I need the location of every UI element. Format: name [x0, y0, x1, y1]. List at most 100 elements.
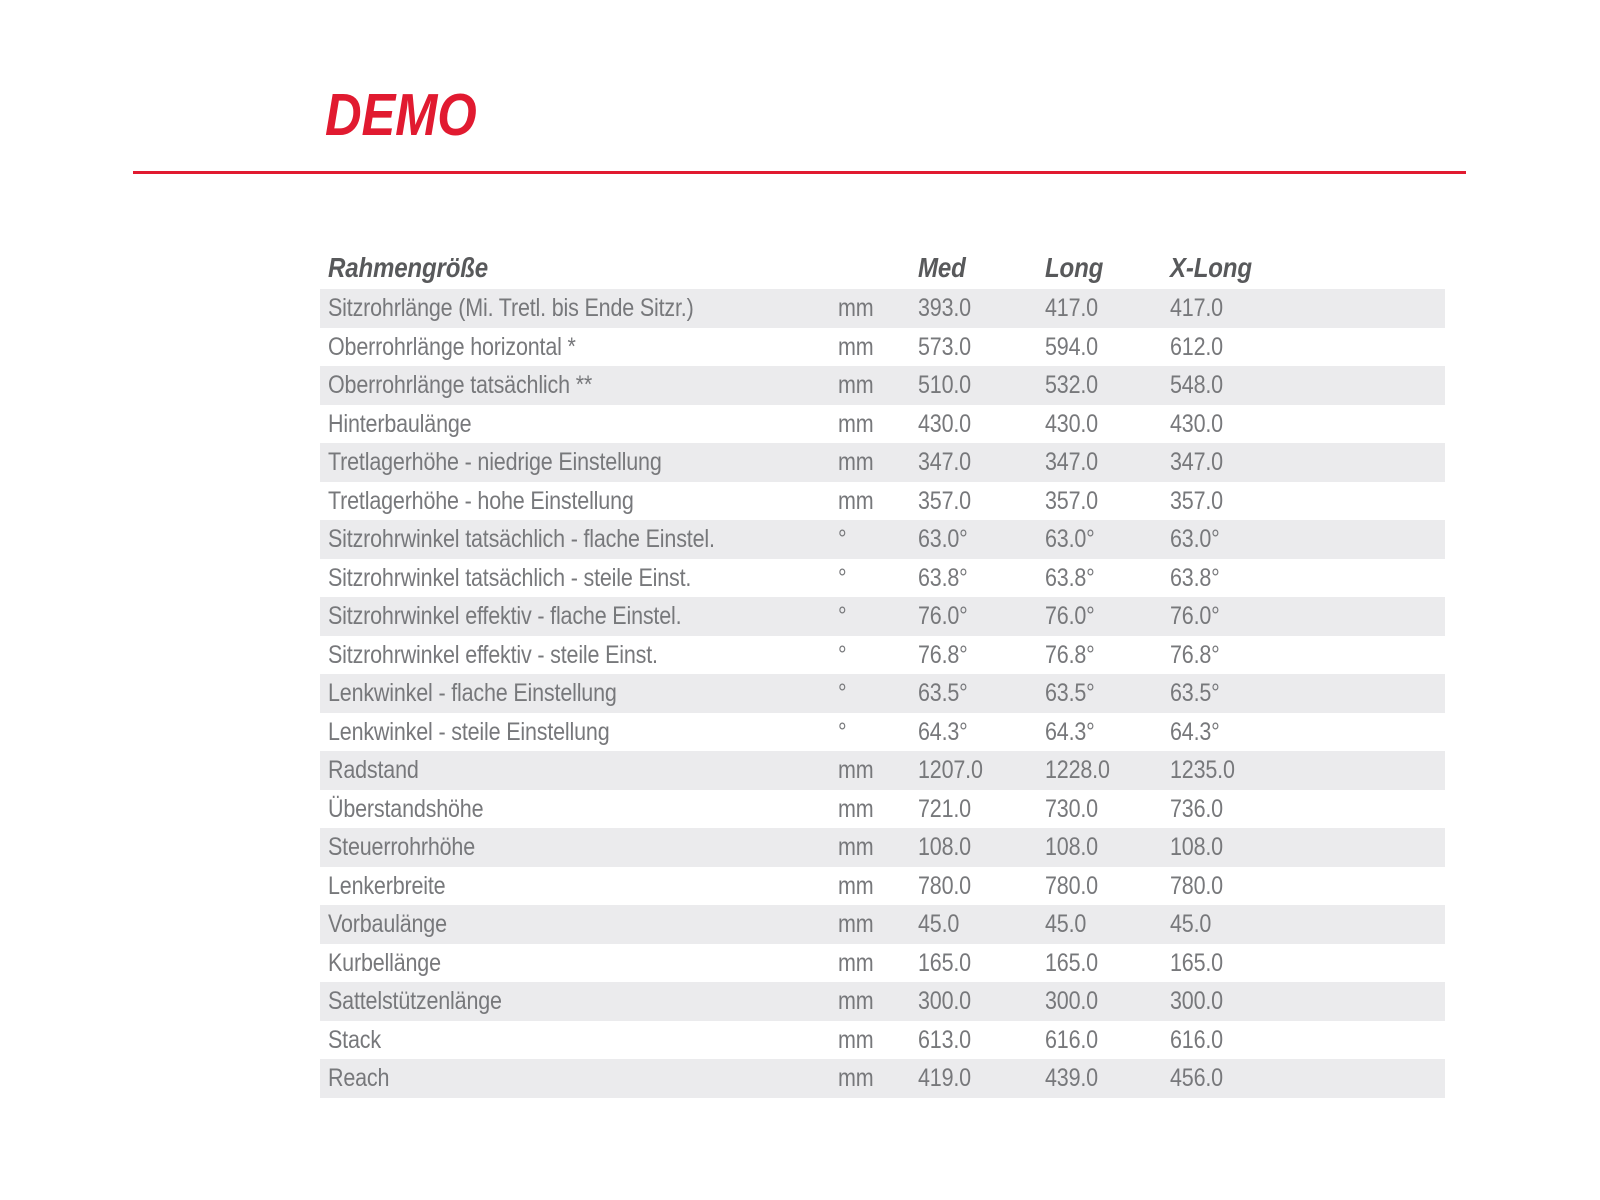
table-row: Sattelstützenlänge mm 300.0 300.0 300.0	[320, 982, 1445, 1021]
row-value-med: 165.0	[918, 948, 971, 977]
row-value-med: 393.0	[918, 294, 971, 322]
row-value-med: 573.0	[918, 332, 971, 361]
row-value-xlong: 1235.0	[1170, 756, 1235, 784]
row-label: Sitzrohrwinkel tatsächlich - flache Eins…	[328, 525, 715, 553]
row-unit: mm	[838, 332, 874, 361]
table-row: Lenkerbreite mm 780.0 780.0 780.0	[320, 867, 1445, 906]
row-label: Tretlagerhöhe - hohe Einstellung	[328, 486, 634, 515]
row-value-long: 417.0	[1045, 294, 1098, 322]
row-label: Vorbaulänge	[328, 910, 447, 938]
table-row: Radstand mm 1207.0 1228.0 1235.0	[320, 751, 1445, 790]
row-label: Sitzrohrwinkel effektiv - flache Einstel…	[328, 602, 682, 630]
table-row: Tretlagerhöhe - hohe Einstellung mm 357.0 3…	[320, 482, 1445, 521]
row-label: Sattelstützenlänge	[328, 987, 502, 1015]
row-value-med: 510.0	[918, 371, 971, 399]
header-col-med: Med	[918, 252, 966, 283]
row-value-xlong: 63.5°	[1170, 679, 1220, 707]
row-value-med: 721.0	[918, 794, 971, 823]
row-unit: °	[838, 640, 847, 669]
row-value-long: 594.0	[1045, 332, 1098, 361]
row-value-xlong: 165.0	[1170, 948, 1223, 977]
table-row: Überstandshöhe mm 721.0 730.0 736.0	[320, 790, 1445, 829]
row-label: Radstand	[328, 756, 419, 784]
row-unit: °	[838, 679, 847, 707]
row-value-long: 108.0	[1045, 833, 1098, 861]
row-value-long: 616.0	[1045, 1025, 1098, 1054]
row-value-xlong: 64.3°	[1170, 717, 1220, 746]
row-value-xlong: 780.0	[1170, 871, 1223, 900]
row-value-med: 108.0	[918, 833, 971, 861]
table-row: Hinterbaulänge mm 430.0 430.0 430.0	[320, 405, 1445, 444]
row-label: Überstandshöhe	[328, 794, 484, 823]
row-label: Steuerrohrhöhe	[328, 833, 476, 861]
row-label: Lenkwinkel - flache Einstellung	[328, 679, 617, 707]
row-unit: mm	[838, 409, 874, 438]
row-value-xlong: 612.0	[1170, 332, 1223, 361]
row-value-xlong: 417.0	[1170, 294, 1223, 322]
row-value-med: 430.0	[918, 409, 971, 438]
table-header-row: Rahmengröße Med Long X-Long	[320, 247, 1445, 289]
row-value-xlong: 300.0	[1170, 987, 1223, 1015]
row-label: Lenkwinkel - steile Einstellung	[328, 717, 610, 746]
row-value-long: 76.0°	[1045, 602, 1095, 630]
row-unit: °	[838, 602, 847, 630]
row-unit: mm	[838, 948, 874, 977]
table-row: Stack mm 613.0 616.0 616.0	[320, 1021, 1445, 1060]
table-row: Oberrohrlänge horizontal * mm 573.0 594.0 61…	[320, 328, 1445, 367]
row-value-long: 63.8°	[1045, 563, 1095, 592]
table-row: Tretlagerhöhe - niedrige Einstellung mm 34…	[320, 443, 1445, 482]
row-value-long: 76.8°	[1045, 640, 1095, 669]
row-label: Kurbellänge	[328, 948, 441, 977]
row-value-long: 780.0	[1045, 871, 1098, 900]
row-unit: mm	[838, 371, 874, 399]
row-value-xlong: 76.8°	[1170, 640, 1220, 669]
row-value-xlong: 45.0	[1170, 910, 1212, 938]
row-value-long: 63.5°	[1045, 679, 1095, 707]
row-value-med: 357.0	[918, 486, 971, 515]
row-value-long: 300.0	[1045, 987, 1098, 1015]
row-value-long: 532.0	[1045, 371, 1098, 399]
row-unit: mm	[838, 871, 874, 900]
row-value-xlong: 63.8°	[1170, 563, 1220, 592]
row-unit: °	[838, 563, 847, 592]
row-unit: mm	[838, 294, 874, 322]
row-value-xlong: 430.0	[1170, 409, 1223, 438]
table-row: Sitzrohrwinkel tatsächlich - flache Eins…	[320, 520, 1445, 559]
row-value-med: 63.0°	[918, 525, 968, 553]
row-label: Sitzrohrlänge (Mi. Tretl. bis Ende Sitzr…	[328, 294, 694, 322]
row-value-med: 613.0	[918, 1025, 971, 1054]
table-row: Vorbaulänge mm 45.0 45.0 45.0	[320, 905, 1445, 944]
row-value-med: 76.0°	[918, 602, 968, 630]
row-value-med: 45.0	[918, 910, 960, 938]
row-value-long: 165.0	[1045, 948, 1098, 977]
row-value-med: 347.0	[918, 448, 971, 476]
row-label: Tretlagerhöhe - niedrige Einstellung	[328, 448, 662, 476]
row-value-med: 63.8°	[918, 563, 968, 592]
table-row: Sitzrohrlänge (Mi. Tretl. bis Ende Sitzr…	[320, 289, 1445, 328]
row-value-long: 357.0	[1045, 486, 1098, 515]
row-value-long: 63.0°	[1045, 525, 1095, 553]
table-row: Kurbellänge mm 165.0 165.0 165.0	[320, 944, 1445, 983]
row-unit: mm	[838, 1064, 874, 1092]
row-value-med: 63.5°	[918, 679, 968, 707]
row-unit: mm	[838, 910, 874, 938]
page-title-text: DEMO	[325, 82, 477, 148]
row-unit: mm	[838, 987, 874, 1015]
row-unit: mm	[838, 833, 874, 861]
table-row: Sitzrohrwinkel tatsächlich - steile Eins…	[320, 559, 1445, 598]
row-value-long: 347.0	[1045, 448, 1098, 476]
row-unit: °	[838, 717, 847, 746]
table-row: Lenkwinkel - flache Einstellung ° 63.5° 63.…	[320, 674, 1445, 713]
row-label: Stack	[328, 1025, 381, 1054]
row-value-med: 76.8°	[918, 640, 968, 669]
row-label: Oberrohrlänge horizontal *	[328, 332, 576, 361]
header-col-xlong: X-Long	[1170, 252, 1252, 283]
row-value-med: 1207.0	[918, 756, 983, 784]
table-rows: Sitzrohrlänge (Mi. Tretl. bis Ende Sitzr…	[320, 289, 1445, 1098]
table-row: Oberrohrlänge tatsächlich ** mm 510.0 532.0…	[320, 366, 1445, 405]
title-underline-rule	[133, 171, 1466, 174]
row-value-xlong: 616.0	[1170, 1025, 1223, 1054]
row-value-med: 64.3°	[918, 717, 968, 746]
row-value-xlong: 548.0	[1170, 371, 1223, 399]
row-value-med: 780.0	[918, 871, 971, 900]
